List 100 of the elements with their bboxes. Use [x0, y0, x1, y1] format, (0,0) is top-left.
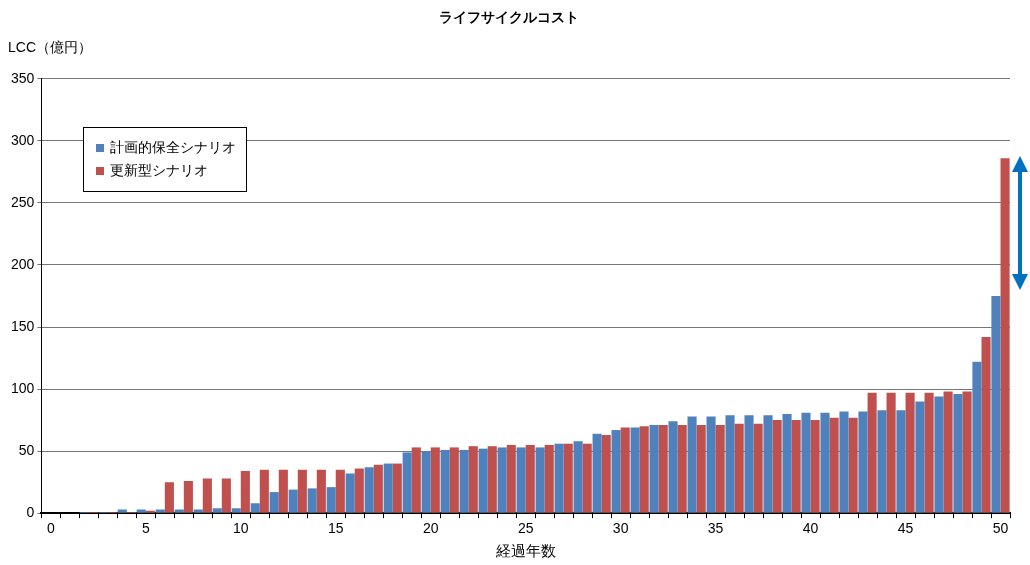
x-tick-label: 0: [46, 520, 55, 537]
bar: [164, 482, 174, 513]
bar: [155, 509, 165, 513]
y-tick-label: 150: [11, 317, 35, 334]
x-tick-label: 15: [327, 520, 344, 537]
bar: [392, 463, 402, 513]
bar: [981, 336, 991, 513]
bar: [478, 448, 488, 513]
bar: [886, 392, 896, 513]
bar: [468, 446, 478, 513]
bar: [345, 473, 355, 513]
chart-title: ライフサイクルコスト: [439, 9, 579, 26]
bar: [943, 391, 953, 513]
x-tick-label: 40: [802, 520, 819, 537]
x-tick-label: 50: [992, 520, 1009, 537]
bar: [592, 433, 602, 513]
bar: [810, 420, 820, 513]
bar: [801, 412, 811, 513]
bar: [620, 427, 630, 513]
bar: [307, 488, 317, 513]
bar: [240, 471, 250, 513]
bar: [373, 464, 383, 513]
bar: [582, 443, 592, 513]
bar: [231, 508, 241, 513]
bar: [934, 396, 944, 513]
bar: [820, 412, 830, 513]
bar: [117, 509, 127, 513]
x-axis-title: 経過年数: [494, 542, 556, 560]
bar: [535, 447, 545, 513]
bar: [706, 416, 716, 513]
bar: [677, 425, 687, 513]
bar: [991, 296, 1001, 513]
bar: [848, 417, 858, 513]
y-tick-label: 350: [11, 69, 35, 86]
bar: [905, 392, 915, 513]
x-tick-label: 30: [612, 520, 629, 537]
bar: [782, 413, 792, 513]
bar: [725, 415, 735, 513]
bar: [953, 394, 963, 513]
x-tick-label: 35: [707, 520, 724, 537]
bar: [972, 361, 982, 513]
bar: [202, 478, 212, 513]
bar: [402, 452, 412, 513]
bar: [193, 509, 203, 513]
bar: [696, 425, 706, 513]
y-tick-label: 300: [11, 131, 35, 148]
bar: [326, 487, 336, 513]
bar: [525, 444, 535, 513]
bar: [383, 463, 393, 513]
bar: [497, 447, 507, 513]
bar: [1000, 158, 1010, 513]
x-tick-label: 45: [897, 520, 914, 537]
bar: [630, 427, 640, 513]
y-tick-label: 50: [18, 442, 35, 458]
bar: [839, 411, 849, 513]
y-tick-label: 200: [11, 255, 35, 272]
bar: [639, 426, 649, 513]
bar: [297, 469, 307, 513]
legend-label: 計画的保全シナリオ: [110, 139, 236, 157]
bar: [867, 392, 877, 513]
bar: [506, 444, 516, 513]
bar: [601, 435, 611, 513]
bar: [734, 423, 744, 513]
bar: [924, 392, 934, 513]
bar: [962, 391, 972, 513]
bar: [668, 421, 678, 513]
bar: [554, 443, 564, 513]
x-tick-label: 5: [141, 520, 150, 537]
bar: [858, 411, 868, 513]
bar: [335, 469, 345, 513]
bar: [829, 417, 839, 513]
bar: [259, 469, 269, 513]
bar: [136, 509, 146, 513]
bar: [915, 401, 925, 513]
y-tick-label: 100: [11, 379, 35, 396]
x-tick-label: 25: [517, 520, 534, 537]
bar: [611, 430, 621, 513]
bar: [212, 508, 222, 513]
bar: [763, 415, 773, 513]
bar: [896, 410, 906, 513]
bar: [791, 420, 801, 513]
y-tick-label: 250: [11, 193, 35, 210]
bar: [459, 449, 469, 513]
bar: [649, 425, 659, 513]
bar: [573, 441, 583, 513]
bar: [658, 425, 668, 513]
legend-label: 更新型シナリオ: [110, 162, 208, 180]
bar: [183, 480, 193, 513]
bar: [288, 489, 298, 513]
bar: [687, 416, 697, 513]
bar: [877, 410, 887, 513]
bar: [753, 423, 763, 513]
bar: [487, 446, 497, 513]
bar: [221, 478, 231, 513]
bar: [278, 469, 288, 513]
bar: [449, 447, 459, 513]
bar: [174, 509, 184, 513]
bar: [316, 469, 326, 513]
y-tick-label: 0: [26, 504, 35, 521]
bar: [744, 415, 754, 513]
